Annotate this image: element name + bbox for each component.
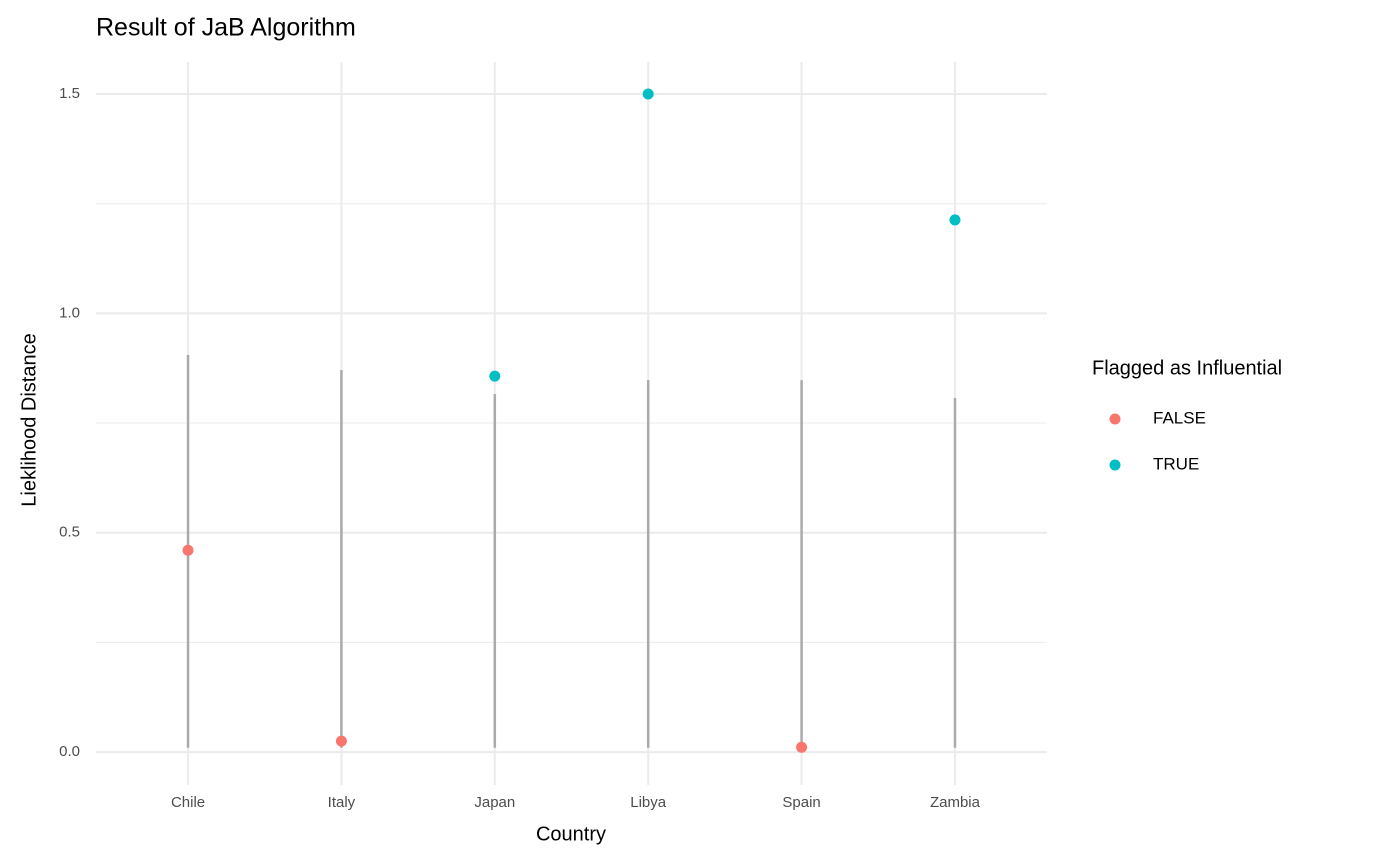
point xyxy=(796,741,808,753)
legend-marker xyxy=(1109,413,1121,425)
x-tick-label: Italy xyxy=(328,794,356,811)
point xyxy=(489,370,501,382)
point xyxy=(182,544,194,556)
y-tick-label: 0.0 xyxy=(59,743,80,760)
y-tick-label: 0.5 xyxy=(59,524,80,541)
legend-marker xyxy=(1109,459,1121,471)
y-tick-label: 1.5 xyxy=(59,85,80,102)
x-tick-label: Zambia xyxy=(930,794,981,811)
y-axis-label: Lieklihood Distance xyxy=(18,333,40,506)
x-axis-label: Country xyxy=(536,823,606,845)
x-tick-label: Chile xyxy=(171,794,205,811)
x-tick-label: Spain xyxy=(782,794,820,811)
chart-title: Result of JaB Algorithm xyxy=(96,14,356,42)
legend-label: FALSE xyxy=(1153,408,1206,427)
point xyxy=(642,88,654,100)
y-tick-label: 1.0 xyxy=(59,304,80,321)
x-tick-label: Japan xyxy=(474,794,515,811)
legend-label: TRUE xyxy=(1153,454,1199,473)
legend-title: Flagged as Influential xyxy=(1092,357,1282,379)
point xyxy=(335,735,347,747)
x-tick-label: Libya xyxy=(630,794,667,811)
point xyxy=(949,214,961,226)
